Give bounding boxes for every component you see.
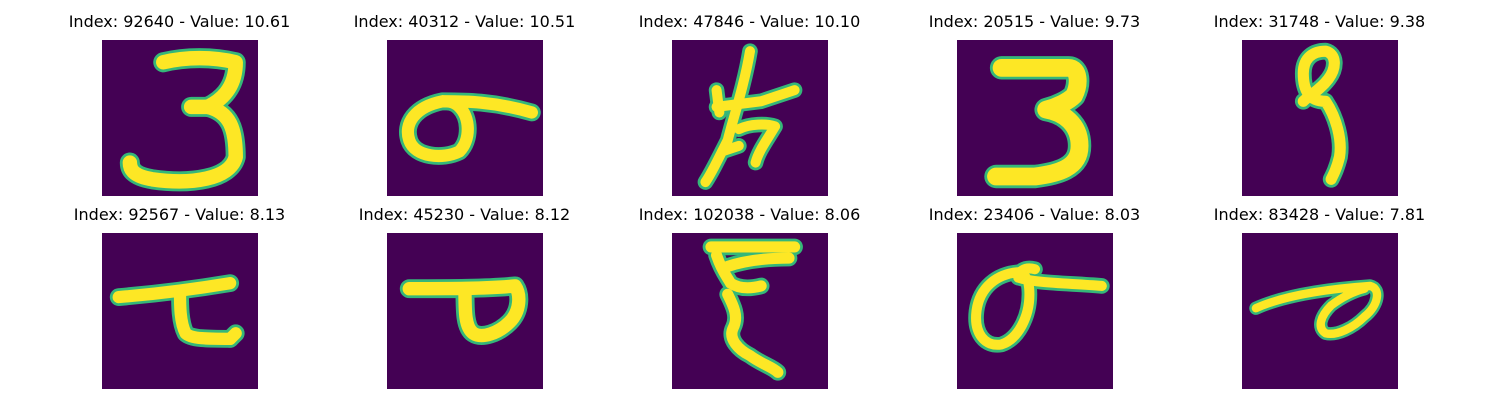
panel: Index: 20515 - Value: 9.73 [892,12,1177,202]
panel: Index: 31748 - Value: 9.38 [1177,12,1462,202]
panel: Index: 92567 - Value: 8.13 [37,205,322,395]
digit-glyph [702,238,803,381]
digit-image [957,40,1113,196]
panel-title: Index: 92640 - Value: 10.61 [68,12,291,31]
panel-title: Index: 40312 - Value: 10.51 [353,12,576,31]
panel-title: Index: 45230 - Value: 8.12 [358,205,571,224]
digit-glyph [1294,42,1349,188]
digit-glyph [984,56,1092,189]
digit-image [1242,233,1398,389]
digit-glyph [399,276,529,345]
digit-glyph [119,48,246,192]
digit-glyph [109,274,245,348]
digit-image [672,40,828,196]
panel: Index: 47846 - Value: 10.10 [607,12,892,202]
digit-glyph [697,43,803,190]
digit-image [102,233,258,389]
panel: Index: 83428 - Value: 7.81 [1177,205,1462,395]
panel: Index: 40312 - Value: 10.51 [322,12,607,202]
panel-title: Index: 92567 - Value: 8.13 [73,205,286,224]
digit-image [1242,40,1398,196]
digit-image [387,233,543,389]
panel-title: Index: 83428 - Value: 7.81 [1213,205,1426,224]
panel-title: Index: 20515 - Value: 9.73 [928,12,1141,31]
digit-glyph [968,260,1110,353]
panel: Index: 45230 - Value: 8.12 [322,205,607,395]
digit-glyph [399,92,541,165]
panel-title: Index: 47846 - Value: 10.10 [638,12,861,31]
digit-image [387,40,543,196]
panel-title: Index: 23406 - Value: 8.03 [928,205,1141,224]
panel-title: Index: 31748 - Value: 9.38 [1213,12,1426,31]
panel-title: Index: 102038 - Value: 8.06 [638,205,861,224]
panel: Index: 102038 - Value: 8.06 [607,205,892,395]
digit-image [957,233,1113,389]
panel: Index: 92640 - Value: 10.61 [37,12,322,202]
panel: Index: 23406 - Value: 8.03 [892,205,1177,395]
digit-image [672,233,828,389]
digit-image [102,40,258,196]
digit-glyph [1249,279,1384,341]
